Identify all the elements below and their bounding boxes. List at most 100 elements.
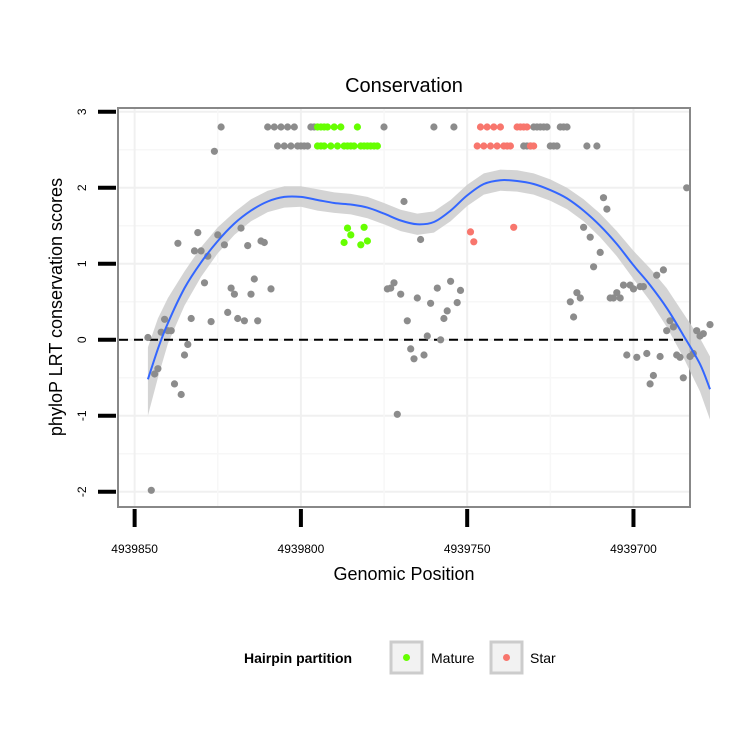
point-other <box>200 279 209 287</box>
point-other <box>167 327 175 335</box>
point-other <box>247 290 255 298</box>
point-other <box>613 289 621 297</box>
y-axis-title: phyloP LRT conservation scores <box>46 178 66 436</box>
point-mature <box>333 142 342 150</box>
point-other <box>427 299 435 307</box>
point-other <box>244 242 252 250</box>
point-other <box>260 238 268 247</box>
point-other <box>423 332 431 340</box>
point-other <box>580 223 588 231</box>
point-other <box>453 299 461 307</box>
point-other <box>596 248 604 256</box>
point-mature <box>373 142 381 150</box>
point-other <box>390 279 398 287</box>
point-other <box>553 142 561 150</box>
loess-fit-line <box>146 179 711 390</box>
point-other <box>210 147 218 155</box>
point-other <box>433 284 441 292</box>
point-other <box>440 314 448 323</box>
point-other <box>190 247 199 255</box>
point-other <box>207 318 215 326</box>
point-star <box>530 142 538 150</box>
point-other <box>586 233 594 241</box>
point-other <box>177 390 185 399</box>
point-other <box>237 224 245 232</box>
point-star <box>523 123 531 131</box>
point-other <box>380 123 388 131</box>
x-axis: 4939850 4939800 4939750 4939700 <box>111 509 657 556</box>
point-other <box>174 239 182 247</box>
point-star <box>506 142 514 150</box>
point-mature <box>363 237 371 245</box>
point-other <box>217 123 225 131</box>
point-other <box>583 142 591 150</box>
point-other <box>227 284 235 292</box>
point-other <box>287 142 295 150</box>
point-other <box>290 123 298 131</box>
point-other <box>144 333 152 342</box>
point-other <box>267 285 275 293</box>
point-other <box>576 294 584 302</box>
point-mature <box>343 224 352 232</box>
data-points <box>144 123 714 494</box>
point-other <box>619 281 628 289</box>
point-other <box>264 123 272 131</box>
point-other <box>214 231 222 239</box>
point-other <box>400 197 408 206</box>
point-other <box>543 123 551 131</box>
point-other <box>669 323 678 331</box>
point-other <box>284 123 292 131</box>
point-other <box>184 340 192 348</box>
point-mature <box>350 142 358 150</box>
point-mature <box>353 123 361 131</box>
point-other <box>649 371 658 380</box>
point-other <box>147 486 155 494</box>
y-tick-label: 2 <box>75 184 89 191</box>
point-other <box>450 123 458 131</box>
point-other <box>220 241 228 249</box>
point-other <box>437 336 445 344</box>
point-other <box>679 374 687 382</box>
point-other <box>656 352 664 361</box>
point-mature <box>330 123 338 131</box>
point-other <box>407 345 415 353</box>
x-axis-title: Genomic Position <box>333 564 474 584</box>
point-star <box>486 142 495 150</box>
point-star <box>473 142 481 150</box>
confidence-band-area <box>147 169 710 420</box>
point-other <box>566 298 574 306</box>
point-other <box>593 142 601 150</box>
legend: Hairpin partition Mature Star <box>244 640 556 675</box>
point-star <box>483 123 491 131</box>
point-other <box>224 308 232 316</box>
point-other <box>653 271 661 279</box>
point-mature <box>347 231 355 239</box>
point-star <box>470 238 478 246</box>
point-other <box>410 355 418 363</box>
point-other <box>633 353 641 361</box>
point-other <box>274 142 282 150</box>
y-tick-label: 0 <box>75 336 89 343</box>
point-star <box>496 123 504 131</box>
plot-panel <box>117 107 714 508</box>
point-star <box>476 123 485 131</box>
point-other <box>194 229 202 237</box>
point-other <box>447 277 455 285</box>
legend-title: Hairpin partition <box>244 650 352 666</box>
point-other <box>693 327 701 335</box>
point-other <box>387 284 395 292</box>
point-other <box>230 290 238 298</box>
y-axis: -2 -1 0 1 2 3 <box>75 108 116 497</box>
point-other <box>180 351 189 359</box>
y-tick-label: -1 <box>75 410 89 421</box>
point-other <box>254 317 262 325</box>
point-other <box>161 315 169 323</box>
point-other <box>280 142 288 150</box>
point-other <box>270 123 278 131</box>
point-mature <box>340 238 348 247</box>
point-star <box>480 142 488 150</box>
chart-title: Conservation <box>345 75 463 97</box>
point-other <box>413 294 421 302</box>
point-other <box>250 275 258 283</box>
